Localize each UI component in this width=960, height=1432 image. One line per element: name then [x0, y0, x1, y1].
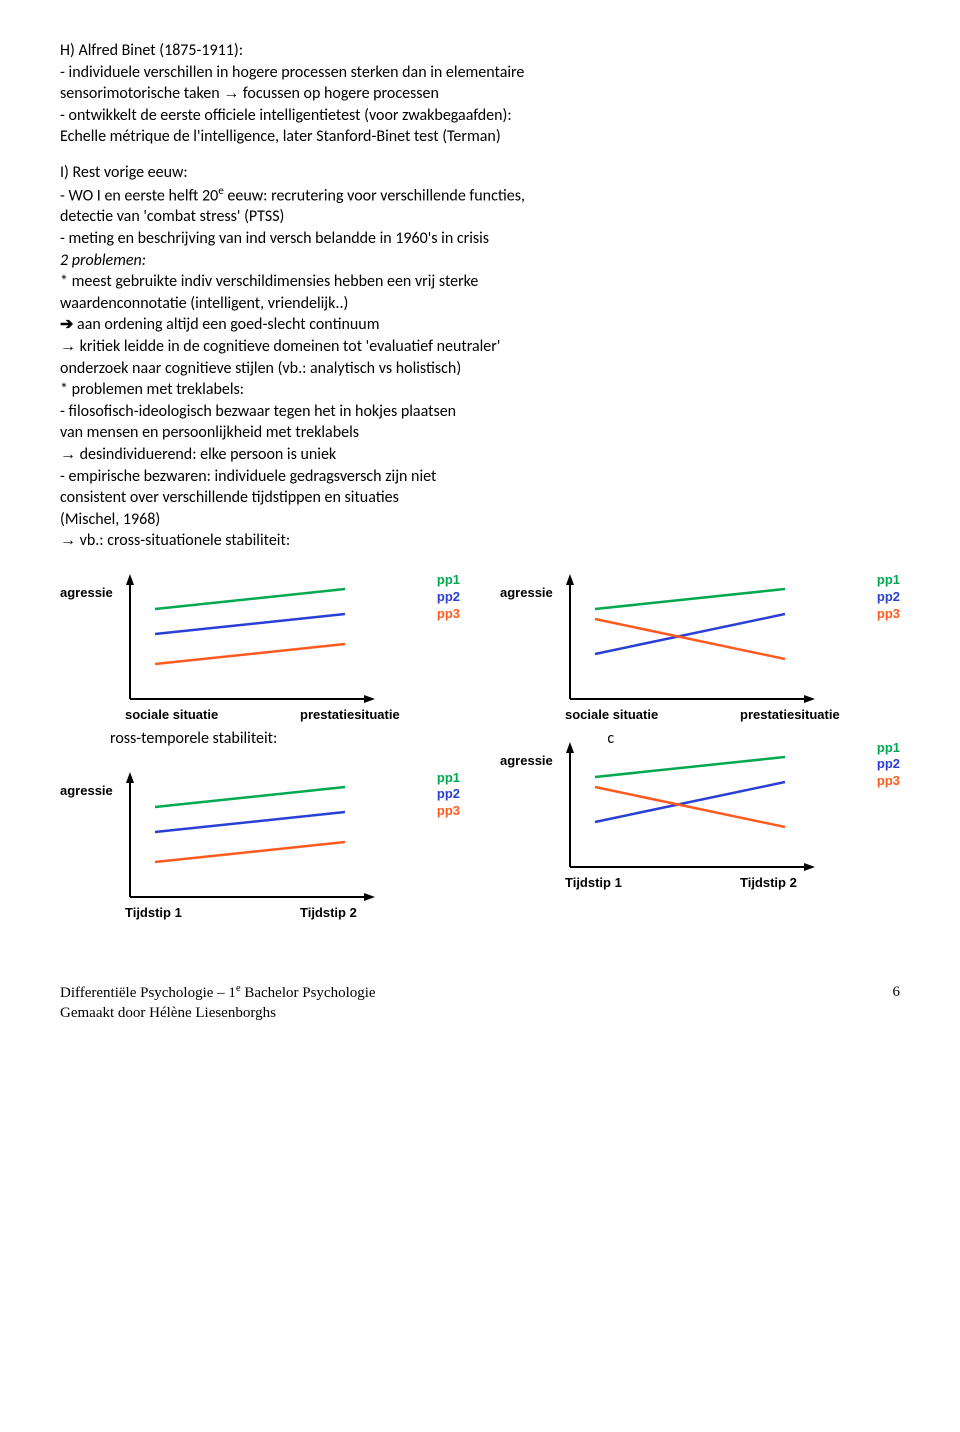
series-pp3 [595, 787, 785, 827]
legend-pp3: pp3 [437, 606, 460, 623]
chart-legend: pp1pp2pp3 [437, 572, 460, 623]
problem2-line4: - empirische bezwaren: individuele gedra… [60, 466, 900, 488]
problem2-line5: consistent over verschillende tijdstippe… [60, 487, 900, 509]
chart-plot [560, 742, 820, 882]
legend-pp1: pp1 [437, 770, 460, 787]
problem1-line4: → kritiek leidde in de cognitieve domein… [60, 336, 900, 358]
page-footer: Differentiële Psychologie – 1e Bachelor … [60, 982, 900, 1024]
legend-pp3: pp3 [437, 803, 460, 820]
series-pp1 [595, 589, 785, 609]
footer-left: Differentiële Psychologie – 1e Bachelor … [60, 982, 376, 1024]
series-pp1 [155, 787, 345, 807]
chart-ylabel: agressie [60, 782, 113, 800]
problem1-line5: onderzoek naar cognitieve stijlen (vb.: … [60, 358, 900, 380]
legend-pp2: pp2 [437, 589, 460, 606]
footer-line1b: Bachelor Psychologie [241, 985, 376, 1001]
problem2-line1: - filosofisch-ideologisch bezwaar tegen … [60, 401, 900, 423]
section-h-bullet2: - ontwikkelt de eerste officiele intelli… [60, 105, 900, 127]
chart-row-1: agressiesociale situatieprestatiesituati… [60, 564, 900, 724]
problem1-line1: * meest gebruikte indiv verschildimensie… [60, 271, 900, 293]
section-h-title: H) Alfred Binet (1875-1911): [60, 40, 900, 62]
legend-pp2: pp2 [877, 756, 900, 773]
chart-row-2: agressieTijdstip 1Tijdstip 2pp1pp2pp3 ag… [60, 762, 900, 922]
chart-ylabel: agressie [500, 752, 553, 770]
series-pp2 [155, 812, 345, 832]
series-pp3 [155, 842, 345, 862]
chart-4: agressieTijdstip 1Tijdstip 2pp1pp2pp3 [500, 732, 900, 892]
series-pp3 [595, 619, 785, 659]
arrow-right-icon: → [223, 85, 239, 102]
chart-plot [560, 574, 820, 714]
section-i-bullet2: - meting en beschrijving van ind versch … [60, 228, 900, 250]
legend-pp2: pp2 [877, 589, 900, 606]
legend-pp3: pp3 [877, 773, 900, 790]
problem2-line6: (Mischel, 1968) [60, 509, 900, 531]
text: vb.: cross-situationele stabiliteit: [76, 531, 290, 550]
problem2-title: * problemen met treklabels: [60, 379, 900, 401]
series-pp2 [155, 614, 345, 634]
chart-ylabel: agressie [500, 584, 553, 602]
chart-1: agressiesociale situatieprestatiesituati… [60, 564, 460, 724]
legend-pp1: pp1 [877, 740, 900, 757]
problem1-line3: ➔ aan ordening altijd een goed-slecht co… [60, 314, 900, 336]
section-h-bullet1: - individuele verschillen in hogere proc… [60, 62, 900, 84]
footer-line1a: Differentiële Psychologie – 1 [60, 985, 236, 1001]
legend-pp1: pp1 [877, 572, 900, 589]
footer-line2: Gemaakt door Hélène Liesenborghs [60, 1003, 376, 1023]
text: eeuw: recrutering voor verschillende fun… [224, 186, 525, 205]
chart-ylabel: agressie [60, 584, 113, 602]
arrow-right-icon: → [60, 446, 76, 463]
text: sensorimotorische taken [60, 84, 223, 103]
problem2-line3: → desindividuerend: elke persoon is unie… [60, 444, 900, 466]
chart-3: agressieTijdstip 1Tijdstip 2pp1pp2pp3 [60, 762, 460, 922]
legend-pp1: pp1 [437, 572, 460, 589]
series-pp1 [595, 757, 785, 777]
legend-pp3: pp3 [877, 606, 900, 623]
text: - WO I en eerste helft 20 [60, 186, 218, 205]
problem2-line2: van mensen en persoonlijkheid met trekla… [60, 422, 900, 444]
section-h-bullet1b: sensorimotorische taken → focussen op ho… [60, 83, 900, 105]
problem1-line2: waardenconnotatie (intelligent, vriendel… [60, 293, 900, 315]
section-i-bullet1: - WO I en eerste helft 20e eeuw: recrute… [60, 184, 900, 207]
section-i-bullet1b: detectie van 'combat stress' (PTSS) [60, 206, 900, 228]
series-pp2 [595, 614, 785, 654]
text: focussen op hogere processen [239, 84, 439, 103]
arrow-right-icon: → [60, 532, 76, 549]
section-i-title: I) Rest vorige eeuw: [60, 162, 900, 184]
chart-legend: pp1pp2pp3 [877, 740, 900, 791]
arrow-right-bold-icon: ➔ [60, 316, 73, 333]
chart-legend: pp1pp2pp3 [877, 572, 900, 623]
text: aan ordening altijd een goed-slecht cont… [73, 315, 379, 334]
series-pp2 [595, 782, 785, 822]
cross-temporal-label: ross-temporele stabiliteit: [110, 728, 277, 750]
section-h-bullet2b: Echelle métrique de l'intelligence, late… [60, 126, 900, 148]
chart-legend: pp1pp2pp3 [437, 770, 460, 821]
section-i-problems: 2 problemen: [60, 250, 900, 272]
text: desindividuerend: elke persoon is uniek [76, 445, 336, 464]
chart-plot [120, 772, 380, 912]
text: kritiek leidde in de cognitieve domeinen… [76, 337, 500, 356]
footer-page-number: 6 [893, 982, 901, 1024]
series-pp1 [155, 589, 345, 609]
chart-plot [120, 574, 380, 714]
chart-2: agressiesociale situatieprestatiesituati… [500, 564, 900, 724]
text: - individuele verschillen in hogere proc… [60, 63, 524, 82]
arrow-right-icon: → [60, 338, 76, 355]
legend-pp2: pp2 [437, 786, 460, 803]
series-pp3 [155, 644, 345, 664]
problem2-line7: → vb.: cross-situationele stabiliteit: [60, 530, 900, 552]
